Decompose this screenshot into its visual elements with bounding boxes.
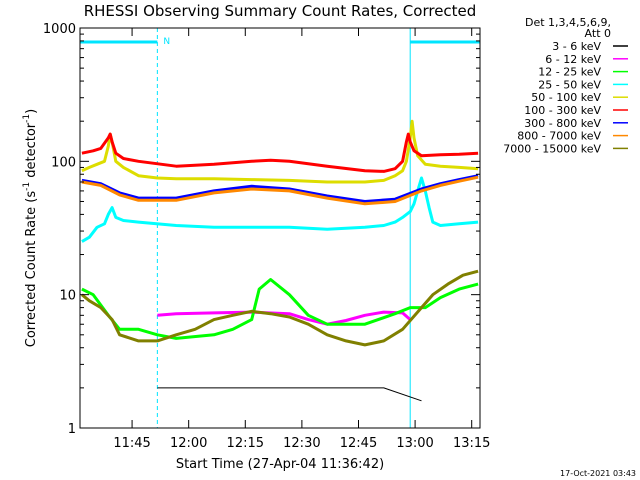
x-tick-label: 13:00 — [396, 436, 433, 451]
series-line-25-50-kev — [81, 176, 479, 243]
legend-label: 25 - 50 keV — [538, 78, 601, 91]
y-label-end: ) — [24, 109, 39, 114]
night-marker-label: N — [163, 37, 170, 47]
legend-header: Det 1,3,4,5,6,9, — [525, 16, 611, 29]
legend-label: 6 - 12 keV — [545, 53, 601, 66]
plot-frame — [79, 27, 481, 429]
x-tick-label: 12:00 — [170, 436, 207, 451]
y-label-main: Corrected Count Rate (s — [24, 191, 39, 348]
series-line-7000-15000-kev — [80, 269, 479, 347]
tick-layer: 11:45 12:00 12:15 12:30 12:45 13:00 13:15 1 10 10… — [43, 22, 491, 451]
legend-label: 300 - 800 keV — [524, 117, 601, 130]
series-line-12-25-kev — [81, 278, 479, 340]
legend-label: 3 - 6 keV — [552, 40, 601, 53]
y-tick-label: 100 — [51, 155, 76, 170]
x-axis-label: Start Time (27-Apr-04 11:36:42) — [176, 457, 384, 472]
legend-label: 7000 - 15000 keV — [503, 142, 601, 155]
legend-header: Att 0 — [585, 27, 611, 40]
y-label-sup2: -1 — [22, 114, 32, 123]
x-tick-label: 12:45 — [340, 436, 377, 451]
chart-title: RHESSI Observing Summary Count Rates, Co… — [84, 2, 477, 20]
night-interval-layer: N — [80, 28, 480, 428]
y-tick-label: 10 — [59, 289, 76, 304]
series-line-800-7000-kev — [81, 175, 479, 206]
series-line-3-6-kev — [157, 387, 422, 402]
y-label-sup1: -1 — [22, 182, 32, 191]
legend-label: 100 - 300 keV — [524, 104, 601, 117]
y-tick-label: 1000 — [43, 22, 76, 37]
legend-label: 800 - 7000 keV — [517, 130, 601, 143]
y-axis-label: Corrected Count Rate (s-1 detector-1) — [22, 109, 39, 347]
series-line-300-800-kev — [81, 174, 479, 203]
y-tick-label: 1 — [68, 422, 76, 437]
series-line-100-300-kev — [81, 132, 479, 173]
series-line-6-12-kev — [157, 310, 412, 326]
footer-timestamp: 17-Oct-2021 03:43 — [560, 469, 636, 478]
x-tick-label: 12:15 — [227, 436, 264, 451]
legend-label: 12 - 25 keV — [538, 66, 601, 79]
x-tick-label: 13:15 — [453, 436, 490, 451]
legend-label: 50 - 100 keV — [531, 91, 601, 104]
x-tick-label: 12:30 — [283, 436, 320, 451]
series-line-50-100-kev — [81, 119, 479, 184]
y-label-mid: detector — [24, 122, 39, 182]
x-tick-label: 11:45 — [113, 436, 150, 451]
series-layer — [80, 119, 479, 402]
